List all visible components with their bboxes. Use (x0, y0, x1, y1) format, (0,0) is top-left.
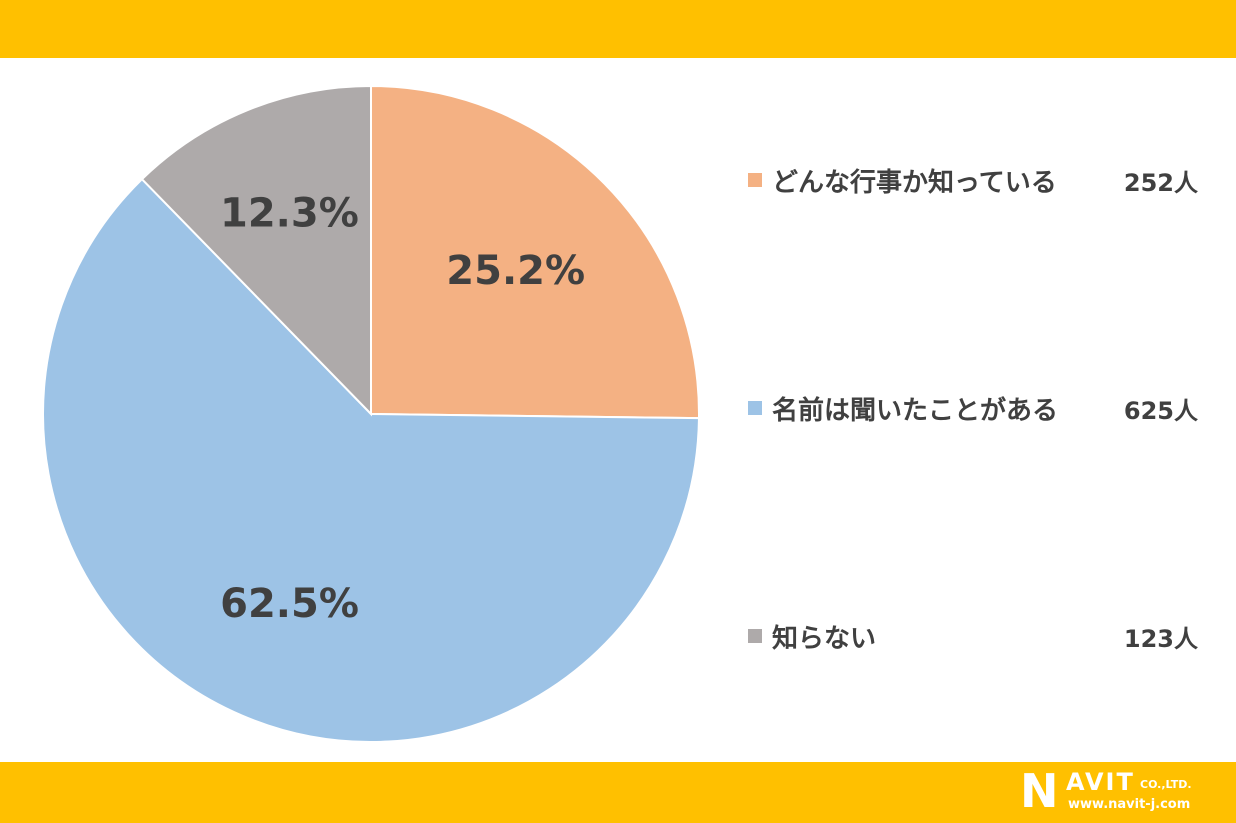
pie-slice-1 (370, 84, 700, 420)
legend-count: 123人 (1123, 624, 1198, 653)
pie-slice-3 (140, 84, 372, 417)
pie-label-3: 12.3% (220, 190, 359, 236)
navit-logo: N AVIT CO.,LTD. www.navit-j.com (1020, 766, 1226, 816)
logo-wordmark: AVIT (1066, 768, 1135, 796)
legend-label: 名前は聞いたことがある (772, 395, 1059, 426)
legend-label: どんな行事か知っている (772, 167, 1057, 198)
pie-label-1: 25.2% (446, 248, 585, 294)
pie-label-2: 62.5% (220, 581, 359, 627)
logo-suffix: CO.,LTD. (1140, 778, 1192, 791)
pie-slice-2 (42, 177, 700, 743)
legend-item: 知らない 123人 (748, 616, 1198, 656)
legend-label: 知らない (772, 623, 877, 654)
legend-count: 252人 (1123, 168, 1198, 197)
legend-count: 625人 (1123, 396, 1198, 425)
legend-item: どんな行事か知っている 252人 (748, 160, 1198, 200)
top-band (0, 0, 1236, 58)
logo-url: www.navit-j.com (1068, 797, 1191, 812)
logo-initial: N (1020, 764, 1059, 818)
legend-item: 名前は聞いたことがある 625人 (748, 388, 1198, 428)
legend-swatch (748, 401, 762, 415)
pie-chart: 25.2% 62.5% 12.3% (42, 84, 700, 743)
legend-swatch (748, 629, 762, 643)
bottom-band (0, 762, 1236, 823)
legend-swatch (748, 173, 762, 187)
